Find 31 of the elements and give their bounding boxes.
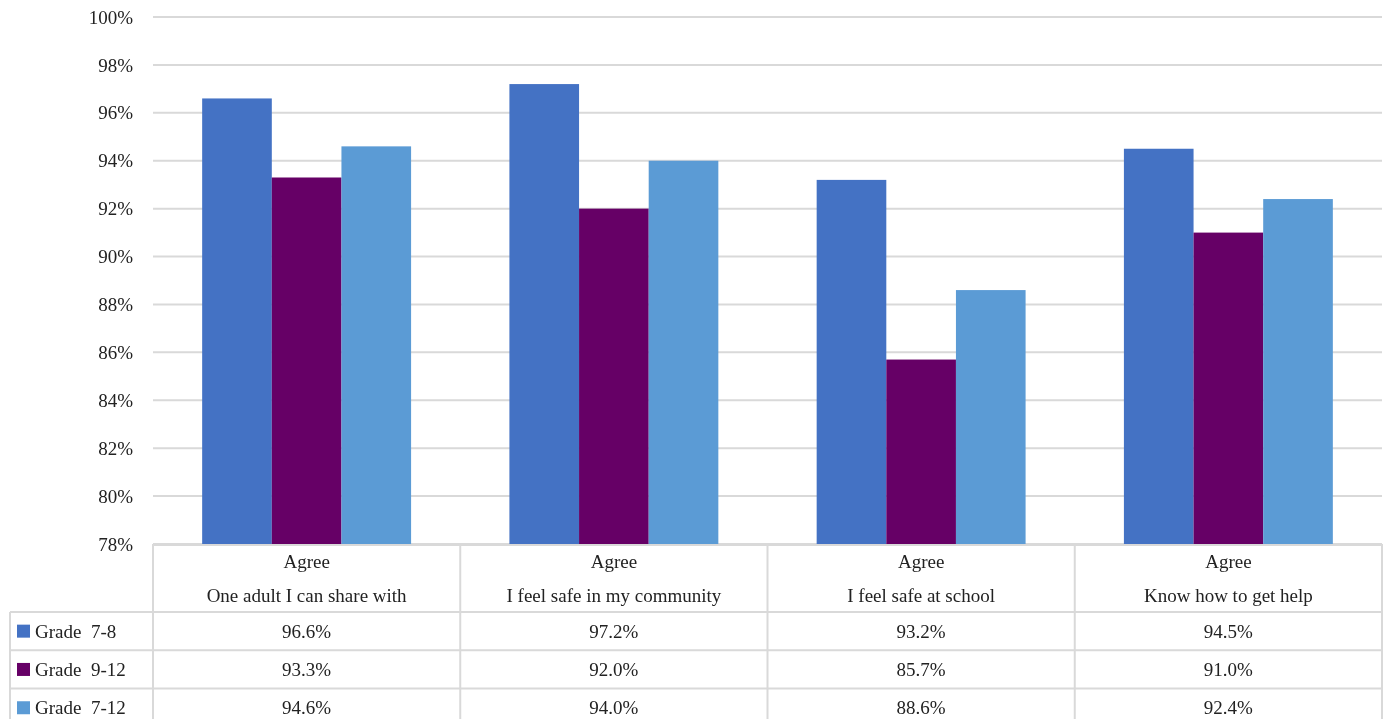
- legend-label: Grade 7-8: [35, 620, 117, 642]
- y-tick-label: 86%: [98, 342, 134, 364]
- data-label: 94.0%: [589, 697, 639, 719]
- y-tick-label: 98%: [98, 54, 134, 76]
- legend-label: Grade 7-12: [35, 697, 126, 719]
- data-label: 88.6%: [896, 697, 946, 719]
- x-tick-label: Agree I feel safe in my community: [506, 550, 722, 606]
- y-tick-label: 78%: [98, 533, 134, 555]
- data-label: 85.7%: [896, 659, 946, 681]
- y-tick-label: 100%: [88, 6, 134, 28]
- data-label: 91.0%: [1203, 659, 1254, 681]
- data-label: 92.0%: [589, 659, 639, 681]
- data-label: 97.2%: [589, 620, 639, 642]
- data-label: 93.2%: [896, 620, 946, 642]
- y-tick-label: 88%: [98, 294, 134, 316]
- y-tick-label: 82%: [98, 437, 134, 459]
- y-tick-label: 92%: [98, 198, 134, 220]
- y-tick-label: 80%: [98, 485, 134, 507]
- data-label: 92.4%: [1203, 697, 1254, 719]
- y-tick-label: 90%: [98, 246, 134, 268]
- legend-label: Grade 9-12: [35, 659, 126, 681]
- data-label: 96.6%: [282, 620, 332, 642]
- x-tick-label: Agree One adult I can share with: [206, 550, 408, 606]
- data-label: 94.5%: [1203, 620, 1254, 642]
- x-tick-label: Agree I feel safe at school: [847, 550, 995, 606]
- data-label: 93.3%: [282, 659, 332, 681]
- y-tick-label: 94%: [98, 150, 134, 172]
- data-label: 94.6%: [282, 697, 332, 719]
- y-tick-label: 84%: [98, 389, 134, 411]
- x-tick-label: Agree Know how to get help: [1143, 550, 1313, 606]
- y-tick-label: 96%: [98, 102, 134, 124]
